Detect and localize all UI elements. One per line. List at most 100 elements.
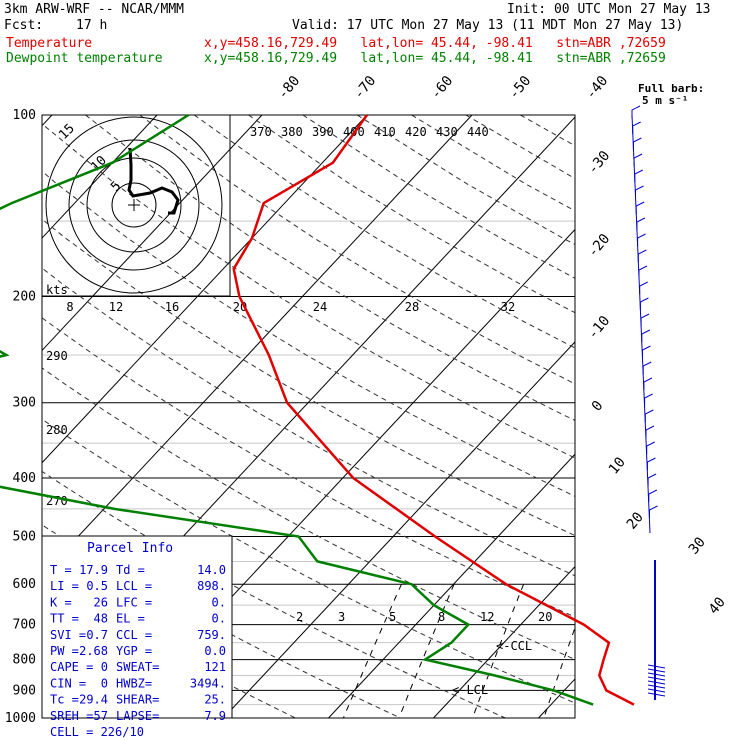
parcel-row-label: Tc = [50, 693, 79, 707]
mixing-ratio-line [608, 584, 651, 718]
pressure-tick-label: 300 [13, 396, 36, 411]
parcel-row-label: SWEAT= [116, 660, 159, 674]
parcel-row-value: 3494. [190, 676, 226, 690]
forecast-hours: 17 h [76, 18, 108, 33]
wind-barb [634, 169, 644, 182]
dewpoint-location-info: x,y=458.16,729.49 lat,lon= 45.44, -98.41… [204, 51, 666, 66]
wind-barb [639, 281, 648, 294]
isotherm-line [42, 115, 158, 239]
hodo-ring-10 [68, 139, 200, 271]
parcel-cell: CELL = 226/10 [50, 725, 144, 739]
wind-barb [642, 345, 651, 358]
parcel-row-label: SHEAR= [116, 693, 159, 707]
isotherm-label: -60 [428, 73, 457, 103]
parcel-row-value: 14.0 [197, 563, 226, 577]
temperature-line [232, 114, 635, 706]
parcel-row-value: 0.7 [86, 628, 108, 642]
theta-label: 380 [281, 125, 303, 139]
dry-adiabat-line [574, 115, 575, 116]
plot-border [41, 114, 576, 719]
wind-barb [632, 121, 641, 134]
mixing-ratio-line [472, 584, 525, 718]
wind-barb [639, 297, 649, 310]
pressure-tick-label: 600 [13, 577, 36, 592]
isotherm-label: -50 [506, 73, 535, 103]
wind-barb [648, 489, 658, 502]
dewpoint-line [0, 113, 594, 706]
isotherm-line [223, 341, 575, 718]
isotherm-label: -80 [275, 73, 304, 103]
mixing-ratio-label: 2 [296, 610, 303, 624]
theta-label: 440 [467, 125, 489, 139]
init-time: Init: 00 UTC Mon 27 May 13 [507, 2, 711, 17]
parcel-row-value: 17.9 [79, 563, 108, 577]
dry-adiabat-line [42, 418, 575, 704]
wind-barb [633, 153, 643, 166]
wind-barb [631, 105, 641, 118]
pressure-tick-label: 400 [13, 471, 36, 486]
wind-barb [640, 313, 650, 326]
isotherm-line [42, 115, 263, 352]
theta-label: 420 [405, 125, 427, 139]
dry-adiabat-line [411, 115, 575, 212]
mixing-ratio-label: 8 [438, 610, 445, 624]
pressure-tick-label: 500 [13, 529, 36, 544]
parcel-row-label: LCL = [116, 579, 152, 593]
theta-label: 390 [312, 125, 334, 139]
isotherm-label: 20 [624, 509, 647, 532]
isotherm-label: -30 [585, 148, 614, 178]
hodo-units-label: kts [46, 283, 68, 297]
model-title: 3km ARW-WRF -- NCAR/MMM [4, 2, 185, 17]
wind-barb [635, 185, 644, 198]
wind-barb [643, 377, 653, 390]
dry-adiabat-line [42, 170, 575, 497]
parcel-row-label: SVI = [50, 628, 86, 642]
mixing-ratio-label: 5 [389, 610, 396, 624]
isotherm-line [644, 115, 740, 718]
wind-barb [635, 201, 645, 214]
dewpoint-legend-label: Dewpoint temperature [6, 51, 163, 66]
theta-label: 370 [250, 125, 272, 139]
parcel-row-label: CIN = [50, 676, 86, 690]
parcel-row-label: LAPSE= [116, 709, 159, 723]
parcel-row-value: 759. [197, 628, 226, 642]
parcel-row-value: 0. [212, 612, 226, 626]
hodo-speed-label: 16 [165, 300, 179, 314]
temperature-legend-label: Temperature [6, 36, 93, 51]
dry-adiabat-line [356, 115, 575, 246]
isotherm-line [42, 115, 368, 464]
parcel-row-value: 2.68 [79, 644, 108, 658]
mixing-ratio-label: 3 [338, 610, 345, 624]
parcel-row-label: EL = [116, 612, 145, 626]
valid-time: Valid: 17 UTC Mon 27 May 13 (11 MDT Mon … [292, 18, 684, 33]
parcel-info-panel [41, 535, 233, 719]
dry-adiabat-line [465, 115, 575, 180]
wind-barb [641, 329, 651, 342]
wind-legend-title: Full barb: [638, 82, 704, 95]
isotherm-label: 30 [686, 534, 709, 557]
hodo-speed-label: 24 [313, 300, 327, 314]
wind-barb [644, 409, 654, 422]
lcl-annotation: <-LCL [452, 683, 488, 697]
mixing-ratio-line [543, 626, 575, 718]
temperature-location-info: x,y=458.16,729.49 lat,lon= 45.44, -98.41… [204, 36, 666, 51]
wind-barb [647, 473, 657, 486]
isotherm-label: -70 [351, 73, 380, 103]
pressure-tick-label: 900 [13, 683, 36, 698]
wind-barb [644, 393, 653, 406]
wind-barb [646, 441, 655, 454]
parcel-row-value: 7.9 [204, 709, 226, 723]
hodo-speed-label: 12 [109, 300, 123, 314]
isotherm-label: -20 [585, 231, 614, 261]
hodo-speed-label: 32 [501, 300, 515, 314]
dry-adiabat-line [42, 267, 575, 577]
parcel-row-label: LI = [50, 579, 79, 593]
parcel-row-label: CCL = [116, 628, 152, 642]
pressure-tick-label: 200 [13, 290, 36, 305]
forecast-label: Fcst: [4, 18, 44, 33]
parcel-row-label: Td = [116, 563, 145, 577]
ccl-annotation: <-CCL [496, 639, 532, 653]
hodo-ring-5b [86, 157, 182, 253]
parcel-row-label: HWBZ= [116, 676, 152, 690]
parcel-row-value: 48 [94, 612, 108, 626]
